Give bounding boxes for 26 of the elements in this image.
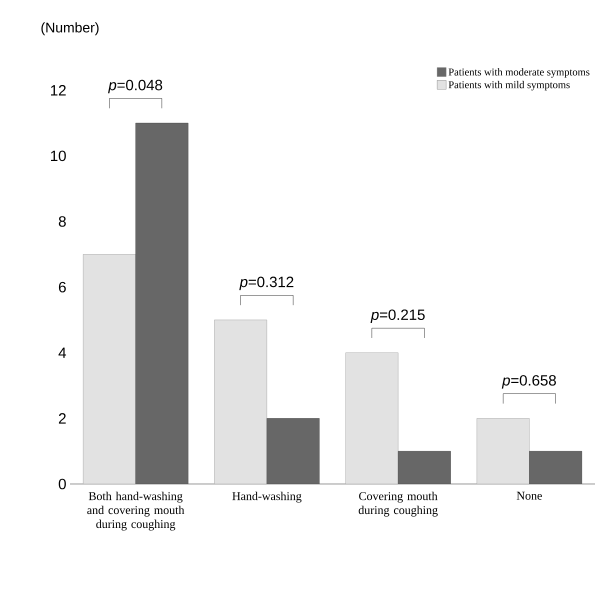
bar — [266, 418, 320, 484]
y-tick-label: 0 — [58, 478, 66, 490]
bar — [82, 254, 136, 484]
bar — [345, 352, 398, 484]
legend-label: Patients with mild symptoms — [448, 80, 570, 90]
bar — [476, 418, 530, 484]
y-tick-label: 6 — [58, 282, 66, 292]
y-axis-title: (Number) — [41, 22, 99, 36]
bar — [214, 320, 268, 484]
bar — [135, 122, 188, 484]
y-tick-label: 4 — [58, 348, 66, 358]
x-tick-label: None — [516, 492, 542, 500]
bar — [529, 450, 582, 484]
x-tick-label: Covering mouth during coughing — [358, 492, 438, 517]
annotation: p=0.312 — [239, 276, 294, 290]
x-tick-label: Hand-washing — [232, 492, 302, 503]
y-tick-label: 12 — [51, 85, 66, 96]
annotation: p=0.215 — [370, 309, 425, 323]
x-tick-label: Both hand-washing and covering mouth during coughing — [87, 492, 184, 531]
annotation: p=0.658 — [502, 375, 556, 389]
bar — [398, 450, 451, 484]
y-tick-label: 8 — [58, 216, 66, 227]
y-tick-label: 10 — [51, 150, 66, 162]
legend-label: Patients with moderate symptoms — [448, 68, 590, 78]
y-tick-label: 2 — [58, 413, 66, 424]
annotation: p=0.048 — [108, 80, 162, 94]
